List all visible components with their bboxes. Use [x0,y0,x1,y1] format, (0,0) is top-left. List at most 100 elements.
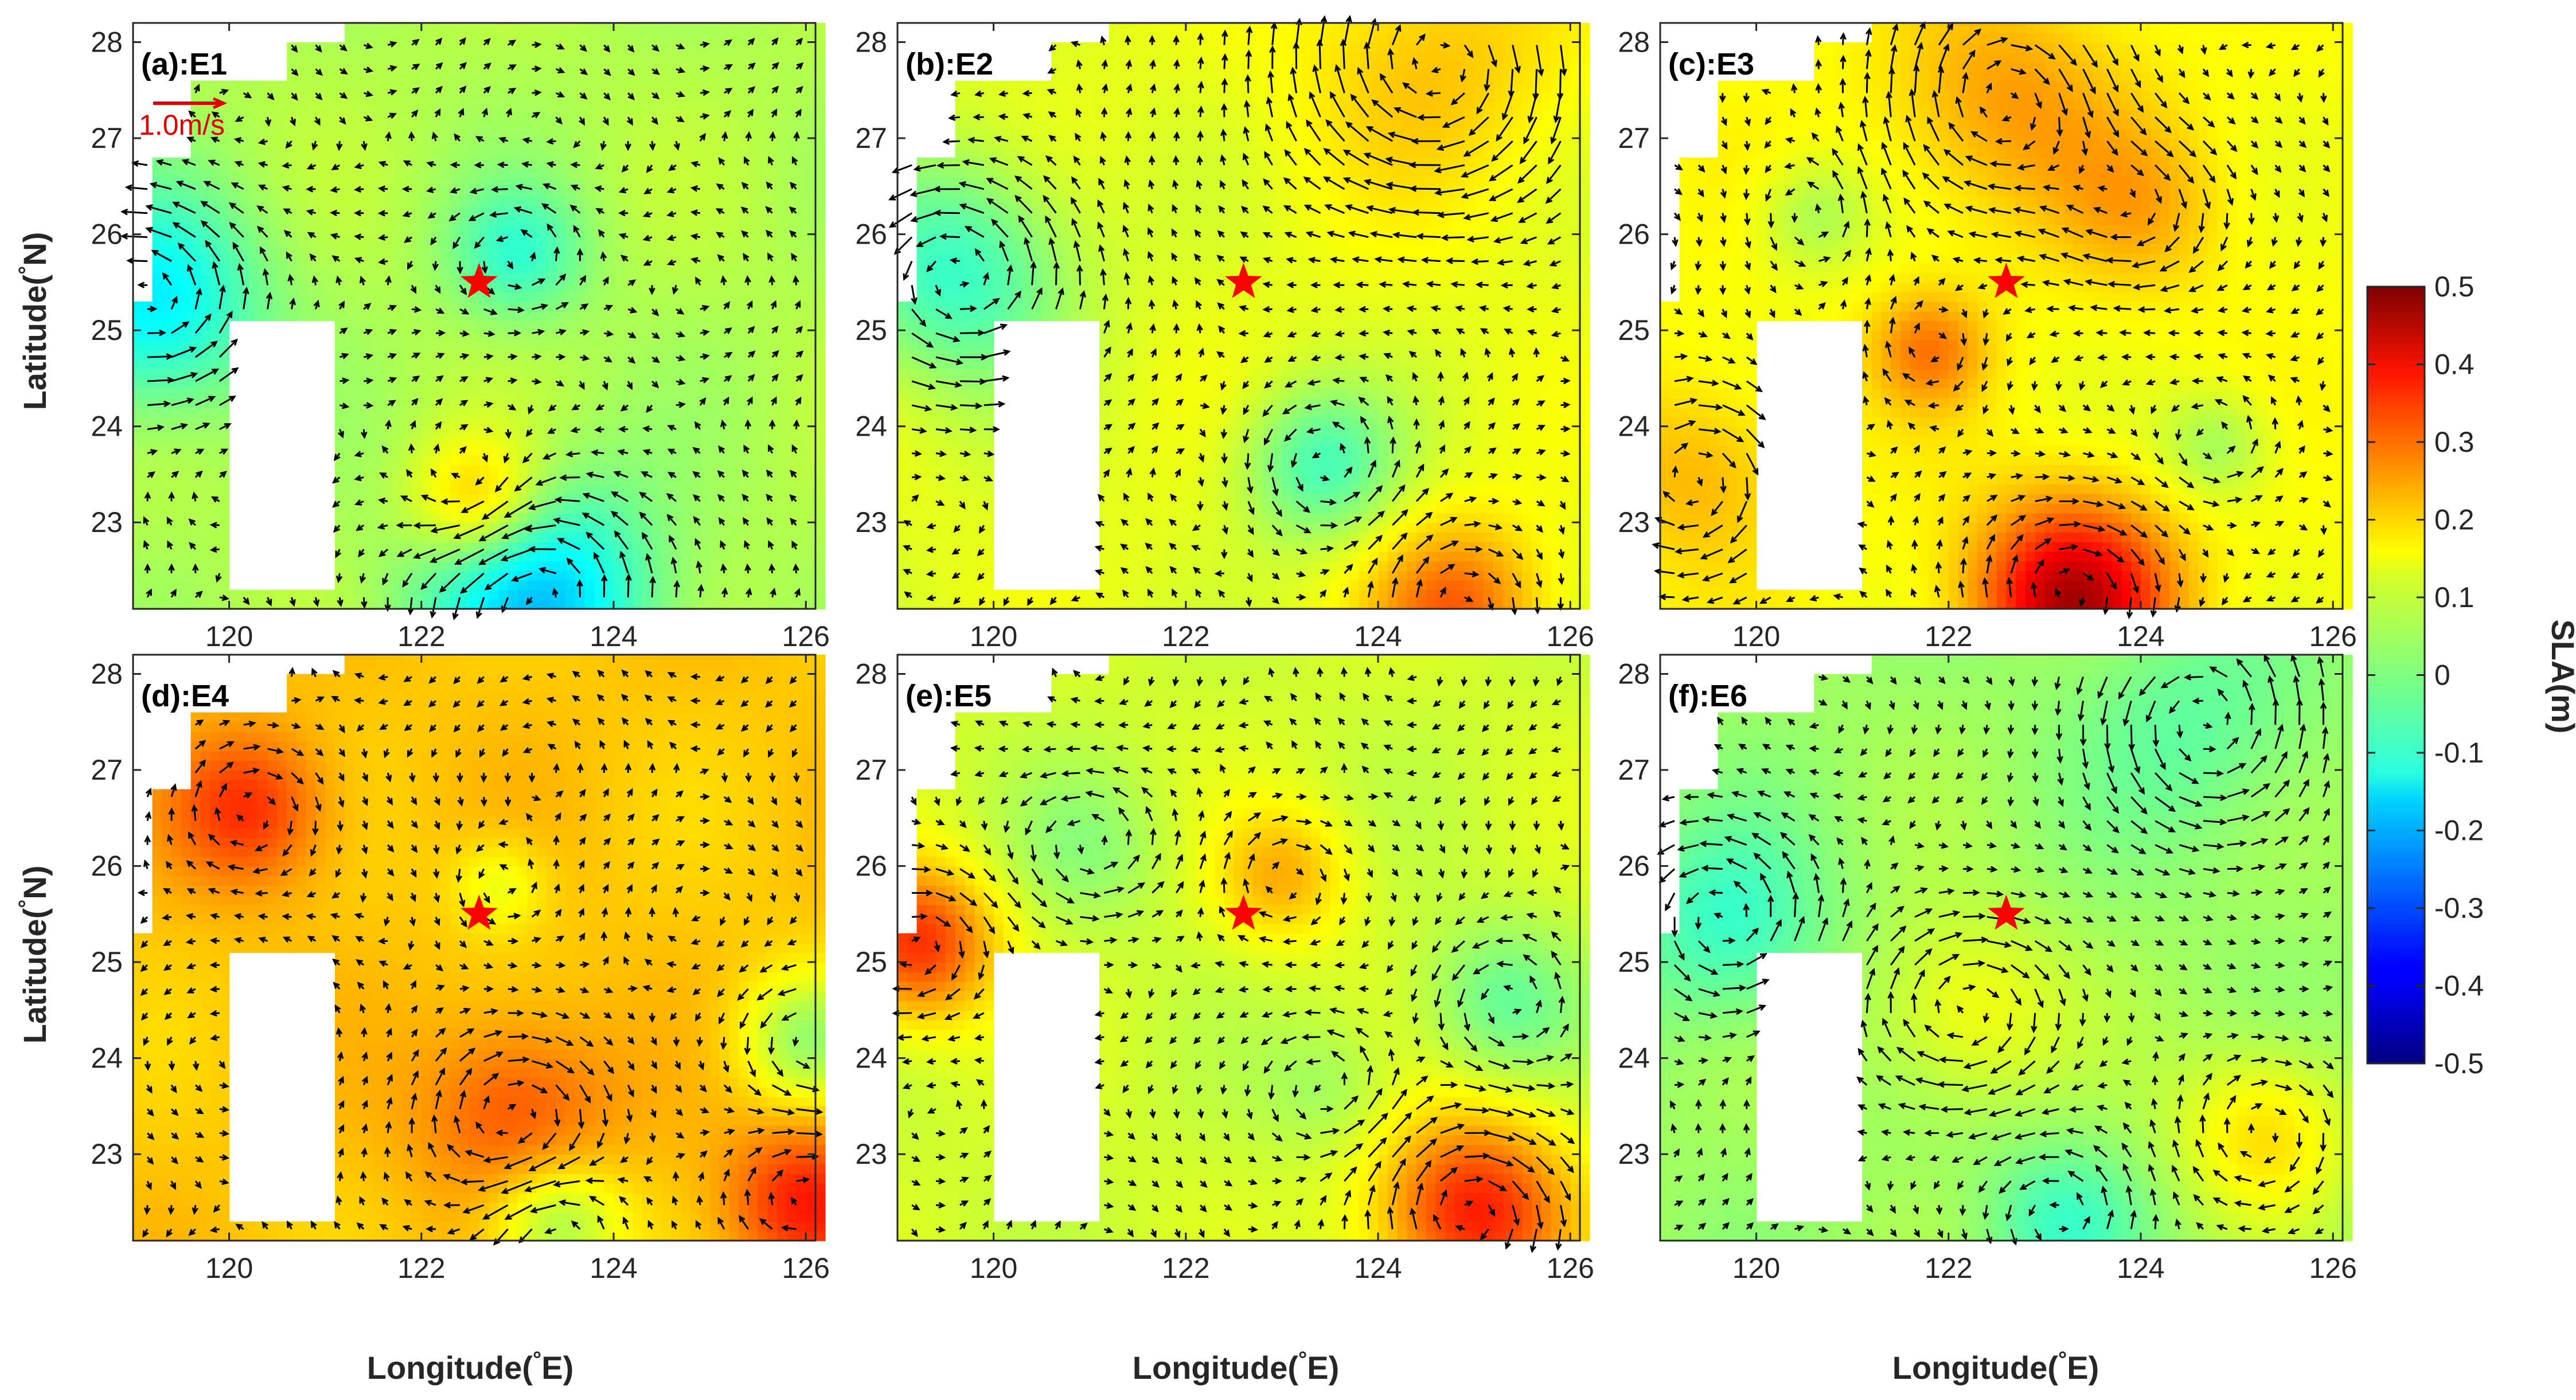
xtick-label: 122 [397,620,445,652]
sla-field [1660,655,2353,1241]
panel-2: 120 122 124 126 28 27 26 25 24 23 (b):E2 [855,17,1594,652]
ytick-label: 27 [855,754,887,786]
colorbar-tick-label: 0.1 [2434,581,2474,613]
vector-arrow [891,213,912,227]
vector-arrow [139,283,148,288]
xtick-label: 124 [590,1252,637,1284]
colorbar-tick-label: -0.5 [2434,1047,2484,1080]
panel-label: (d):E4 [141,679,229,713]
ytick-label: 25 [91,946,123,978]
panel-label: (b):E2 [905,47,993,81]
colorbar-tick-label: 0 [2434,659,2450,691]
xtick-label: 122 [1925,1252,1972,1284]
vector-arrow [122,209,147,214]
vector-arrow [127,185,147,190]
vector-arrow [1671,261,1676,269]
ytick-label: 28 [855,26,887,58]
xtick-label: 124 [1354,620,1402,652]
colorbar-tick-label: -0.4 [2434,970,2484,1002]
ytick-label: 28 [91,658,123,690]
colorbar-tick-label: 0.5 [2434,271,2474,303]
ytick-label: 23 [1618,1138,1650,1170]
ytick-label: 25 [1618,314,1650,346]
vector-arrow [904,261,912,279]
vector-arrow [142,917,147,922]
xlabel-col2: Longitude(°E) [1133,1348,1339,1386]
ytick-label: 26 [855,850,887,882]
ytick-label: 26 [855,218,887,251]
panel-label: (e):E5 [905,679,992,713]
vector-arrow [128,258,148,263]
panel-label: (f):E6 [1668,679,1747,713]
vector-arrow [1672,917,1677,935]
ytick-label: 26 [91,850,123,882]
xtick-label: 124 [590,620,637,652]
xtick-label: 122 [1162,1252,1209,1284]
xtick-label: 120 [205,1252,253,1284]
ytick-label: 26 [1618,218,1650,251]
ytick-label: 25 [855,314,887,346]
xtick-label: 120 [970,1252,1017,1284]
colorbar-tick-label: -0.1 [2434,737,2484,769]
xtick-label: 122 [1925,620,1972,652]
ytick-label: 28 [1618,658,1650,690]
vector-arrow [890,189,912,200]
sla-field [1660,23,2353,609]
ytick-label: 24 [91,410,123,443]
vector-arrow [139,890,147,895]
xtick-label: 120 [1732,1252,1780,1284]
vector-arrow [144,861,149,869]
ytick-label: 24 [1618,1042,1650,1074]
ytick-label: 23 [1618,506,1650,538]
ytick-label: 23 [91,1138,123,1170]
ytick-label: 27 [855,122,887,154]
vector-arrow [145,837,150,845]
sla-field [897,655,1590,1241]
ytick-label: 28 [91,26,123,58]
colorbar-label: SLA(m) [2545,619,2576,733]
ytick-label: 24 [1618,410,1650,443]
sla-field [133,655,826,1241]
ytick-label: 27 [91,122,123,154]
vector-arrow [1664,796,1675,801]
ytick-label: 26 [91,218,123,251]
vector-arrow [1675,213,1680,220]
xtick-label: 124 [1354,1252,1402,1284]
colorbar-tick-label: 0.4 [2434,349,2474,381]
reference-vector-label: 1.0m/s [139,109,225,141]
xtick-label: 120 [970,620,1017,652]
xtick-label: 120 [1732,620,1780,652]
ytick-label: 23 [855,506,887,538]
xtick-label: 122 [397,1252,445,1284]
panel-label: (a):E1 [141,47,227,81]
vector-arrow [1660,821,1675,827]
xlabel-col1: Longitude(°E) [367,1348,573,1386]
xtick-label: 120 [205,620,253,652]
vector-arrow [146,813,151,821]
vector-arrow [146,789,151,797]
xtick-label: 126 [1547,620,1594,652]
vector-arrow [1660,869,1675,882]
xtick-label: 122 [1162,620,1209,652]
ylabel-row1: Latitude(°N) [15,232,53,410]
xtick-label: 126 [1547,1252,1594,1284]
ytick-label: 26 [1618,850,1650,882]
ylabel-row2: Latitude(°N) [15,866,53,1044]
vector-arrow [1671,285,1676,292]
ytick-label: 24 [855,410,887,443]
colorbar-tick-label: -0.2 [2434,815,2484,847]
ytick-label: 27 [1618,122,1650,154]
ytick-label: 24 [855,1042,887,1074]
xtick-label: 124 [2117,620,2164,652]
vector-arrow [893,165,912,173]
vector-arrow [911,797,915,804]
ytick-label: 24 [91,1042,123,1074]
ytick-label: 25 [855,946,887,978]
colorbar-tick-label: 0.3 [2434,426,2474,458]
ytick-label: 25 [1618,946,1650,978]
